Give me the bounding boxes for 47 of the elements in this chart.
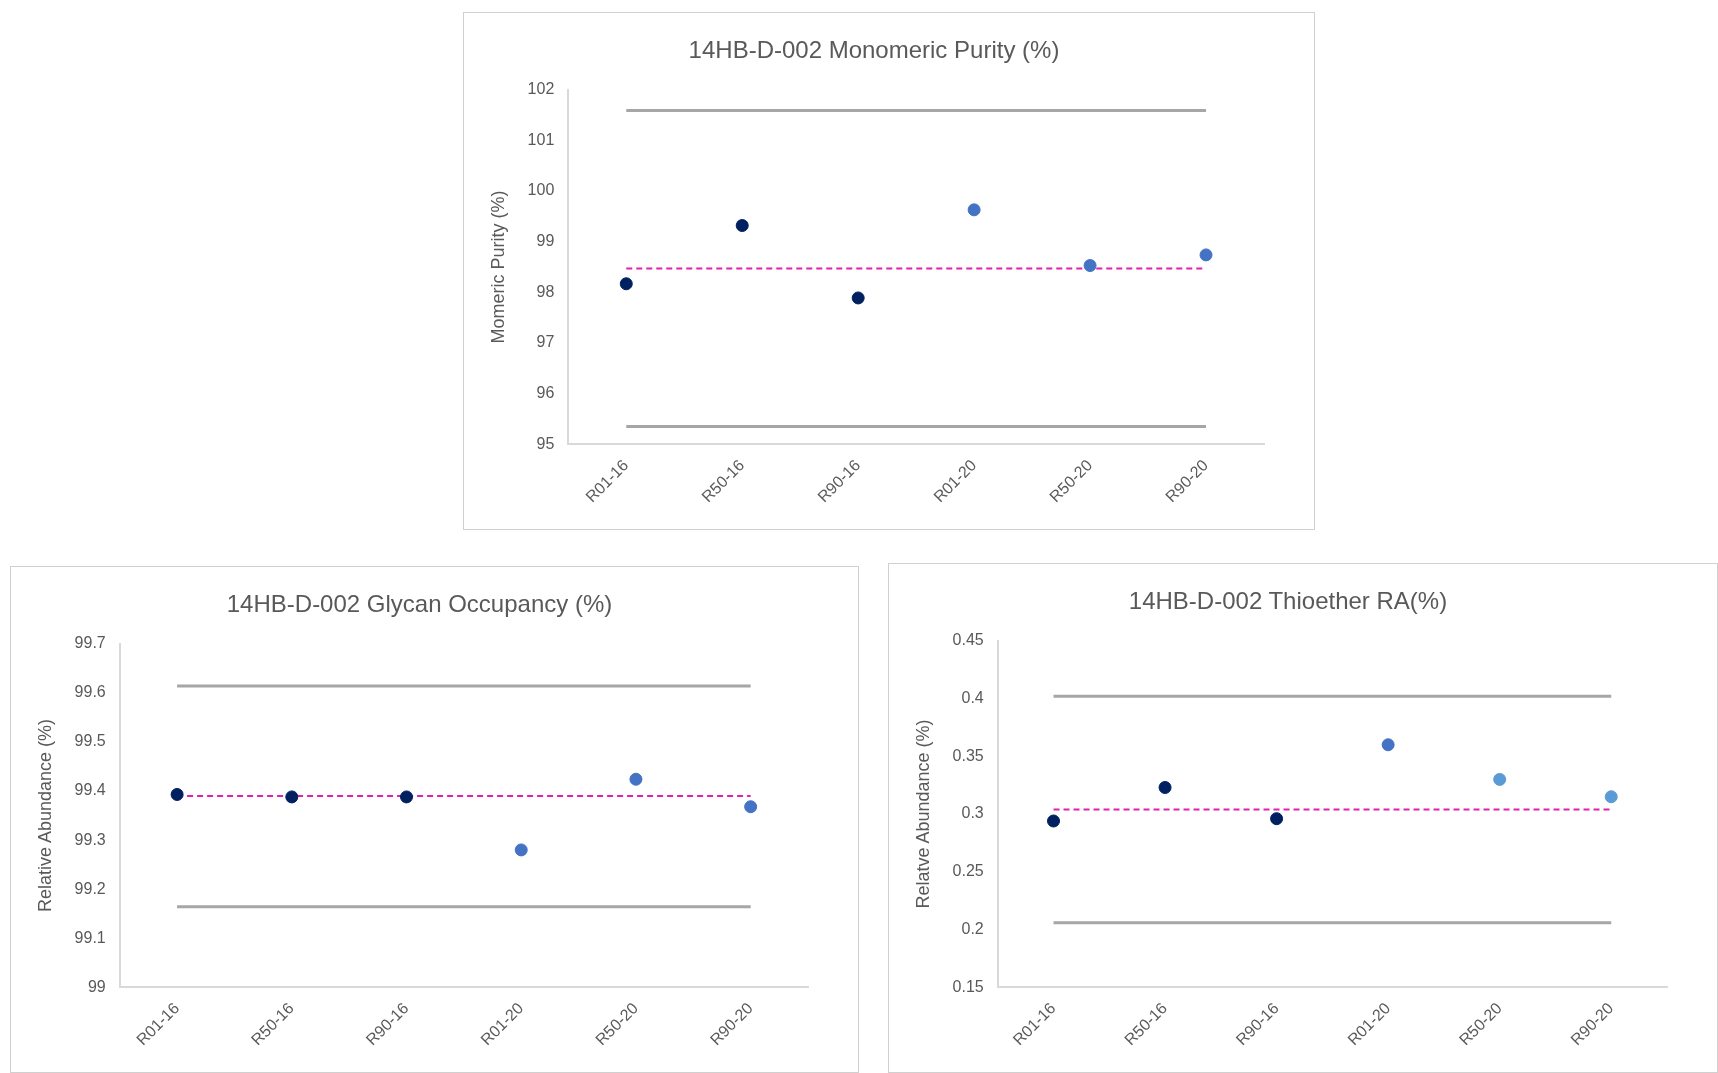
point <box>1047 814 1061 828</box>
y-tick-label: 99.7 <box>74 634 106 652</box>
point <box>619 277 633 291</box>
y-tick-label: 99.6 <box>74 683 106 701</box>
point <box>1381 738 1395 752</box>
point <box>629 772 643 786</box>
y-tick-label: 0.35 <box>952 746 984 764</box>
point <box>1493 772 1507 786</box>
y-tick-label: 97 <box>536 333 555 351</box>
y-tick-label: 99 <box>87 977 106 995</box>
point <box>744 800 758 814</box>
y-tick-label: 99.3 <box>74 830 106 848</box>
y-axis-title: Relatve Abundance (%) <box>912 719 933 909</box>
y-axis-title: Relative Abundance (%) <box>34 719 55 913</box>
point <box>1199 248 1213 262</box>
y-tick-label: 96 <box>536 384 555 402</box>
point <box>967 203 981 217</box>
point <box>170 787 184 801</box>
y-tick-label: 99.5 <box>74 732 106 750</box>
y-tick-label: 99.1 <box>74 928 106 946</box>
y-tick-label: 95 <box>536 434 555 452</box>
point <box>1604 790 1618 804</box>
point <box>1158 780 1172 794</box>
chart-title: 14HB-D-002 Glycan Occupancy (%) <box>226 590 613 618</box>
point <box>735 219 749 233</box>
y-tick-label: 101 <box>527 130 555 148</box>
y-tick-label: 99 <box>536 232 555 250</box>
point <box>1270 812 1284 826</box>
y-tick-label: 0.25 <box>952 862 984 880</box>
y-tick-label: 0.4 <box>961 688 984 706</box>
y-tick-label: 99.2 <box>74 879 106 897</box>
point <box>1083 259 1097 273</box>
y-tick-label: 98 <box>536 282 555 300</box>
y-axis-title: Momeric Purity (%) <box>487 190 508 344</box>
point <box>285 790 299 804</box>
chart-title: 14HB-D-002 Thioether RA(%) <box>1128 587 1448 615</box>
point <box>851 291 865 305</box>
y-tick-label: 100 <box>527 181 555 199</box>
y-tick-label: 99.4 <box>74 781 106 799</box>
chart-title: 14HB-D-002 Monomeric Purity (%) <box>688 36 1060 64</box>
y-tick-label: 0.3 <box>961 804 984 822</box>
point <box>514 843 528 857</box>
y-tick-label: 102 <box>527 80 555 98</box>
y-tick-label: 0.15 <box>952 977 984 995</box>
y-tick-label: 0.2 <box>961 919 984 937</box>
y-tick-label: 0.45 <box>952 631 984 649</box>
point <box>400 790 414 804</box>
